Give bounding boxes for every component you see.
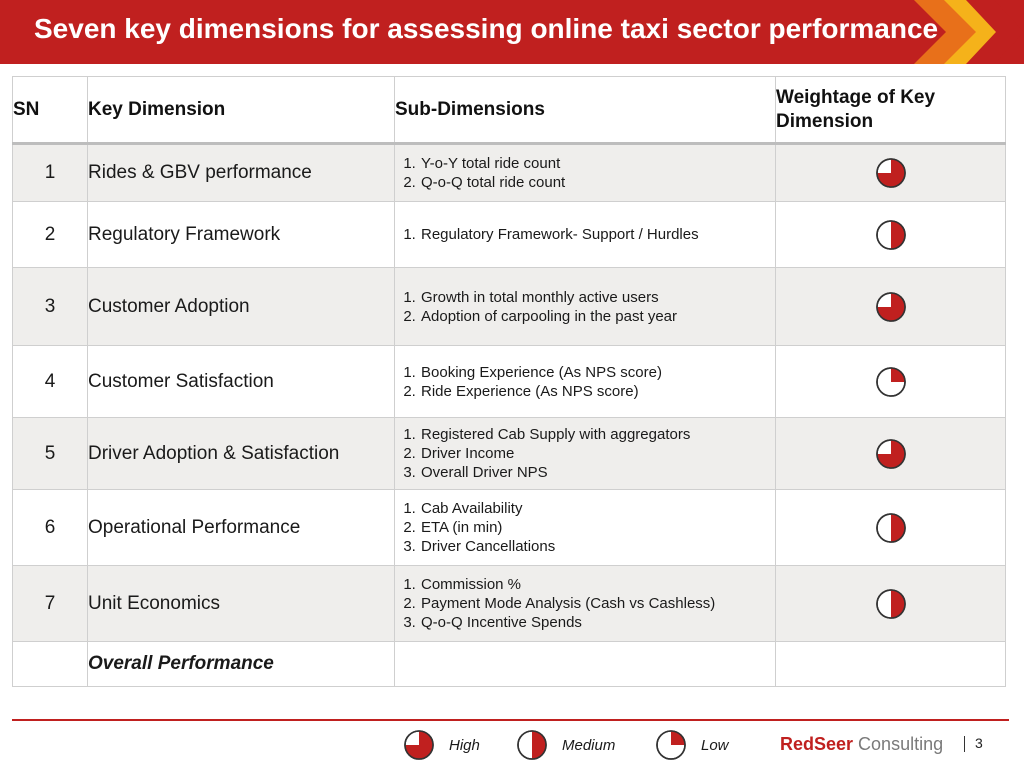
sub-dimension-list: Y-o-Y total ride countQ-o-Q total ride c… (395, 154, 775, 192)
overall-sn-cell (12, 641, 88, 687)
brand-logo: RedSeer Consulting (780, 734, 943, 755)
sub-dimension-list: Regulatory Framework- Support / Hurdles (395, 225, 775, 244)
footer-divider (12, 719, 1009, 721)
overall-weight-cell (775, 641, 1006, 687)
sub-dimension-list: Commission %Payment Mode Analysis (Cash … (395, 575, 775, 632)
row-weightage (775, 143, 1006, 202)
row-sub-dimensions: Cab AvailabilityETA (in min)Driver Cance… (394, 489, 776, 566)
harvey-ball-high-icon (875, 291, 906, 322)
header-sub-dimensions: Sub-Dimensions (394, 76, 776, 145)
row-sn: 7 (12, 565, 88, 642)
row-sub-dimensions: Regulatory Framework- Support / Hurdles (394, 201, 776, 268)
row-weightage (775, 267, 1006, 346)
row-key-dimension: Unit Economics (87, 565, 395, 642)
overall-sub-cell (394, 641, 776, 687)
brand-red-text: RedSeer (780, 734, 854, 754)
harvey-ball-medium-icon (875, 588, 906, 619)
sub-dimension-item: ETA (in min) (420, 518, 775, 537)
harvey-ball-high-icon (875, 438, 906, 469)
legend-label: High (449, 736, 480, 754)
sub-dimension-item: Payment Mode Analysis (Cash vs Cashless) (420, 594, 775, 613)
row-weightage (775, 417, 1006, 490)
row-sn: 3 (12, 267, 88, 346)
sub-dimension-item: Adoption of carpooling in the past year (420, 307, 775, 326)
harvey-ball-three-quarter-icon (404, 730, 434, 760)
sub-dimension-item: Y-o-Y total ride count (420, 154, 775, 173)
row-weightage (775, 201, 1006, 268)
row-sn: 5 (12, 417, 88, 490)
harvey-ball-high-icon (875, 158, 906, 188)
sub-dimension-item: Q-o-Q Incentive Spends (420, 613, 775, 632)
sub-dimension-item: Q-o-Q total ride count (420, 173, 775, 192)
harvey-ball-half-icon (517, 730, 547, 760)
sub-dimension-list: Growth in total monthly active usersAdop… (395, 288, 775, 326)
row-sub-dimensions: Growth in total monthly active usersAdop… (394, 267, 776, 346)
dimensions-table: SN Key Dimension Sub-Dimensions Weightag… (12, 76, 1006, 687)
sub-dimension-item: Regulatory Framework- Support / Hurdles (420, 225, 775, 244)
harvey-ball-medium-icon (875, 512, 906, 543)
sub-dimension-list: Registered Cab Supply with aggregatorsDr… (395, 425, 775, 482)
header-key-dimension: Key Dimension (87, 76, 395, 145)
harvey-ball-medium-icon (875, 219, 906, 250)
legend-item-medium: Medium (516, 729, 615, 761)
brand-grey-text: Consulting (853, 734, 944, 754)
row-weightage (775, 345, 1006, 418)
row-key-dimension: Rides & GBV performance (87, 143, 395, 202)
page-number: 3 (975, 735, 983, 751)
row-sub-dimensions: Y-o-Y total ride countQ-o-Q total ride c… (394, 143, 776, 202)
row-key-dimension: Customer Satisfaction (87, 345, 395, 418)
row-sn: 4 (12, 345, 88, 418)
legend-item-high: High (403, 729, 480, 761)
overall-row: Overall Performance (12, 641, 1006, 687)
row-sub-dimensions: Booking Experience (As NPS score)Ride Ex… (394, 345, 776, 418)
legend-label: Low (701, 736, 729, 754)
row-key-dimension: Customer Adoption (87, 267, 395, 346)
row-key-dimension: Driver Adoption & Satisfaction (87, 417, 395, 490)
sub-dimension-list: Cab AvailabilityETA (in min)Driver Cance… (395, 499, 775, 556)
row-sn: 1 (12, 143, 88, 202)
harvey-ball-quarter-icon (656, 730, 686, 760)
sub-dimension-item: Driver Income (420, 444, 775, 463)
legend-item-low: Low (655, 729, 729, 761)
overall-performance-label: Overall Performance (87, 641, 395, 687)
brand-separator (964, 736, 965, 752)
sub-dimension-item: Registered Cab Supply with aggregators (420, 425, 775, 444)
slide-title: Seven key dimensions for assessing onlin… (34, 13, 939, 44)
row-sn: 2 (12, 201, 88, 268)
legend-label: Medium (562, 736, 616, 754)
row-weightage (775, 489, 1006, 566)
sub-dimension-item: Booking Experience (As NPS score) (420, 363, 775, 382)
sub-dimension-item: Ride Experience (As NPS score) (420, 382, 775, 401)
row-key-dimension: Regulatory Framework (87, 201, 395, 268)
row-weightage (775, 565, 1006, 642)
chevron-arrows-icon (914, 0, 1024, 64)
row-sub-dimensions: Registered Cab Supply with aggregatorsDr… (394, 417, 776, 490)
title-bar (0, 0, 1024, 64)
sub-dimension-item: Growth in total monthly active users (420, 288, 775, 307)
row-key-dimension: Operational Performance (87, 489, 395, 566)
row-sub-dimensions: Commission %Payment Mode Analysis (Cash … (394, 565, 776, 642)
sub-dimension-item: Overall Driver NPS (420, 463, 775, 482)
row-sn: 6 (12, 489, 88, 566)
sub-dimension-item: Commission % (420, 575, 775, 594)
sub-dimension-item: Cab Availability (420, 499, 775, 518)
header-weightage: Weightage of Key Dimension (775, 76, 1006, 145)
table-header-row: SN Key Dimension Sub-Dimensions Weightag… (12, 76, 1006, 145)
harvey-ball-low-icon (875, 366, 906, 397)
sub-dimension-list: Booking Experience (As NPS score)Ride Ex… (395, 363, 775, 401)
sub-dimension-item: Driver Cancellations (420, 537, 775, 556)
header-sn: SN (12, 76, 88, 145)
